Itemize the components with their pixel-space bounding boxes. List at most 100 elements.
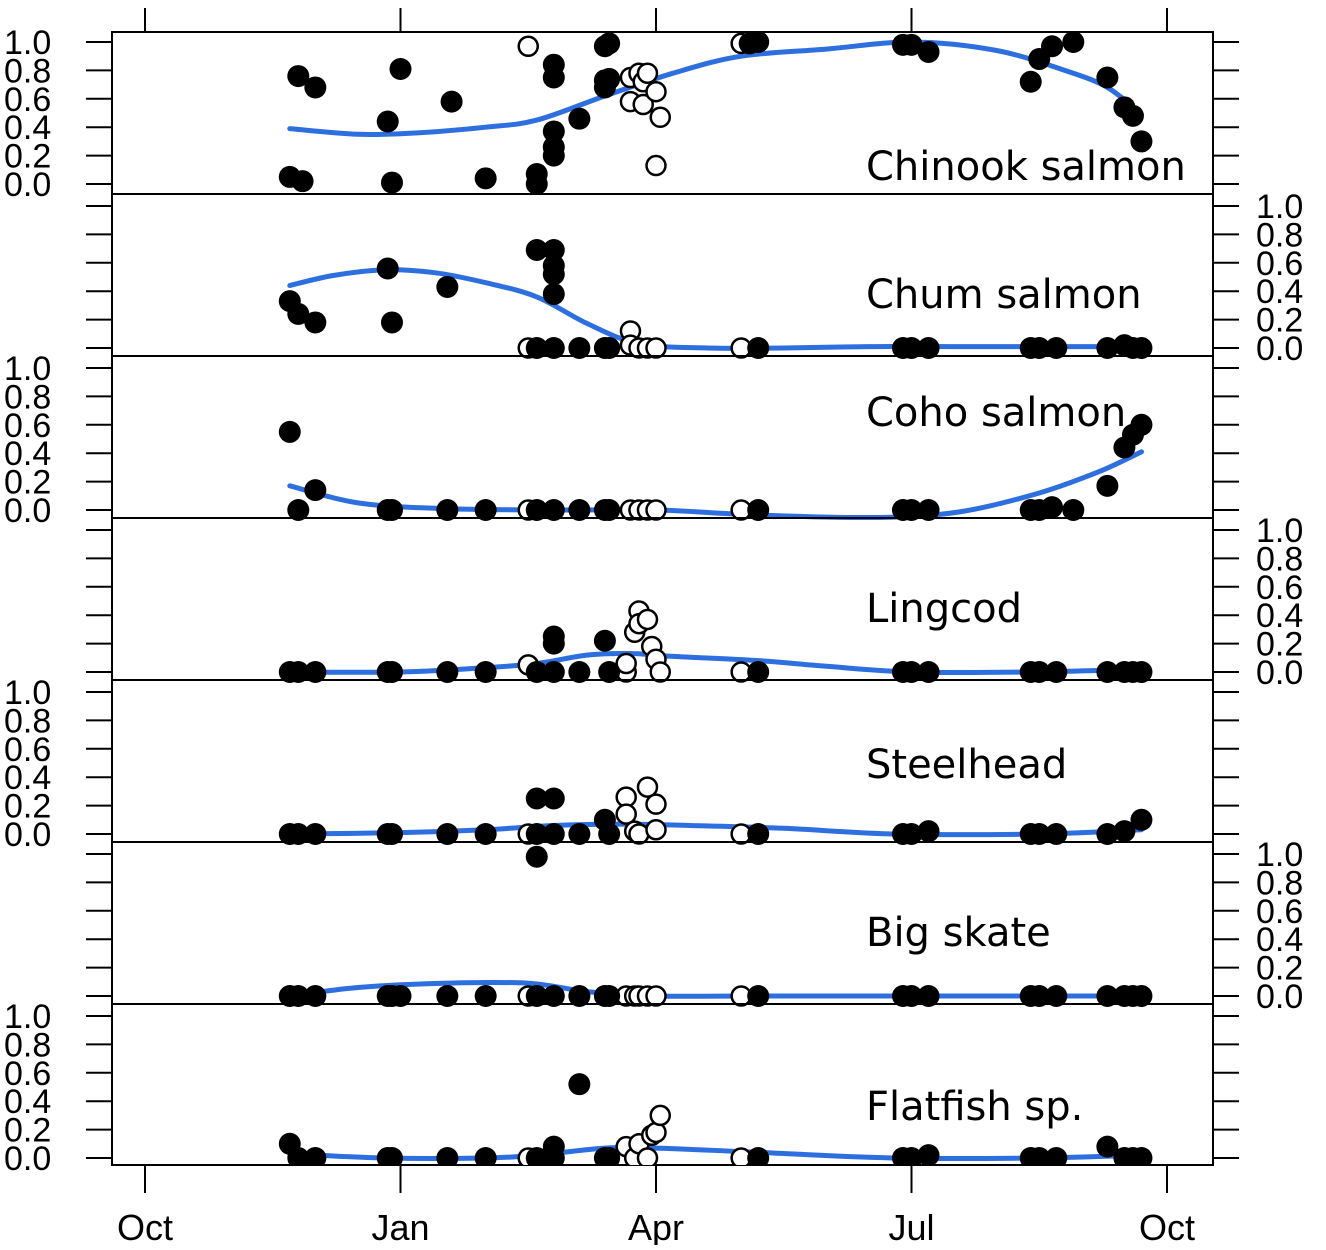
data-point-filled [287,985,310,1007]
data-point-filled [598,499,621,521]
data-point-filled [376,257,399,280]
y-tick-label: 0.0 [4,1140,51,1178]
data-point-filled [436,985,459,1007]
panel-steelhead: 0.00.20.40.60.81.0 Steelhead [4,674,1239,868]
panel-plot-area [278,600,1153,683]
data-point-filled [598,32,621,55]
data-point-filled [542,823,565,845]
data-point-filled [1096,66,1119,89]
data-point-filled [474,823,497,845]
data-point-filled [568,823,591,845]
data-point-filled [1096,985,1119,1007]
data-point-filled [380,499,403,521]
data-point-filled [525,787,548,810]
panel-coho-salmon: 0.00.20.40.60.81.0 Coho salmon [4,350,1239,530]
y-tick-label: 1.0 [4,350,51,388]
data-point-filled [525,823,548,845]
data-point-open [645,80,667,103]
data-point-filled [598,985,621,1007]
data-point-filled [291,170,314,193]
y-tick-label: 0.0 [4,492,51,530]
data-point-open [645,337,667,359]
data-point-filled [380,823,403,845]
data-point-open [636,608,659,631]
data-point-filled [1041,496,1064,519]
panel-plot-area [278,32,1153,195]
data-point-filled [1096,1135,1119,1158]
data-point-filled [568,1073,591,1096]
data-point-filled [598,823,621,845]
data-point-filled [1028,661,1051,683]
y-tick-label: 0.6 [4,81,51,119]
smooth-line [287,650,1144,676]
data-point-filled [380,1147,403,1165]
data-point-filled [542,239,565,262]
data-point-filled [900,499,923,521]
data-point-filled [525,661,548,683]
y-tick-label: 0.0 [1256,654,1303,692]
data-point-filled [1096,661,1119,683]
data-point-filled [900,823,923,845]
y-tick-label: 0.2 [4,1112,51,1150]
y-tick-label: 1.0 [1256,836,1303,874]
data-point-filled [542,1147,565,1165]
y-tick-label: 0.4 [4,109,51,147]
panel-chinook-salmon: 0.00.20.40.60.81.0 Chinook salmon [4,24,1239,204]
y-tick-label: 0.0 [4,816,51,854]
data-point-filled [747,1147,770,1165]
data-point-filled [542,499,565,521]
data-point-filled [525,985,548,1007]
y-tick-label: 0.2 [1256,950,1303,988]
data-point-filled [389,57,412,80]
data-point-filled [598,67,621,90]
species-label: Chinook salmon [866,144,1186,190]
species-label: Lingcod [866,586,1022,632]
data-point-filled [568,661,591,683]
x-tick-label: Jan [371,1207,429,1245]
y-tick-label: 0.2 [1256,302,1303,340]
data-point-filled [1045,823,1068,845]
data-point-filled [287,302,310,325]
data-point-filled [747,32,770,53]
plot-frame [111,31,1214,1166]
panel-flatfish-sp-: 0.00.20.40.60.81.0 Flatfish sp. [4,998,1239,1178]
species-label: Coho salmon [866,390,1126,436]
data-point-filled [747,823,770,845]
data-point-filled [1062,32,1085,53]
data-point-filled [304,479,327,502]
data-point-filled [1045,661,1068,683]
data-point-filled [304,76,327,99]
y-tick-label: 0.0 [4,166,51,204]
data-point-filled [1130,130,1153,153]
y-tick-label: 1.0 [1256,512,1303,550]
data-point-open [645,793,667,815]
data-point-filled [917,661,940,683]
data-point-open [649,106,672,129]
data-point-filled [440,90,463,113]
panel-plot-area [278,776,1153,868]
data-point-filled [542,283,565,306]
species-label: Chum salmon [866,272,1142,318]
y-tick-label: 0.8 [1256,540,1303,578]
data-point-filled [525,845,548,868]
data-point-filled [568,985,591,1007]
species-label: Big skate [866,910,1051,956]
data-point-filled [474,1147,497,1165]
data-point-filled [747,661,770,683]
data-point-filled [304,311,327,334]
smooth-line [287,979,1144,999]
data-point-open [615,803,637,825]
y-tick-label: 1.0 [4,674,51,712]
data-point-open [645,985,667,1007]
data-point-filled [900,337,923,359]
data-point-filled [1130,985,1153,1007]
y-tick-label: 0.2 [4,788,51,826]
data-point-filled [287,661,310,683]
species-label: Steelhead [866,742,1067,788]
data-point-filled [436,823,459,845]
data-point-filled [542,263,565,286]
data-point-filled [900,33,923,56]
y-tick-label: 0.0 [1256,978,1303,1016]
